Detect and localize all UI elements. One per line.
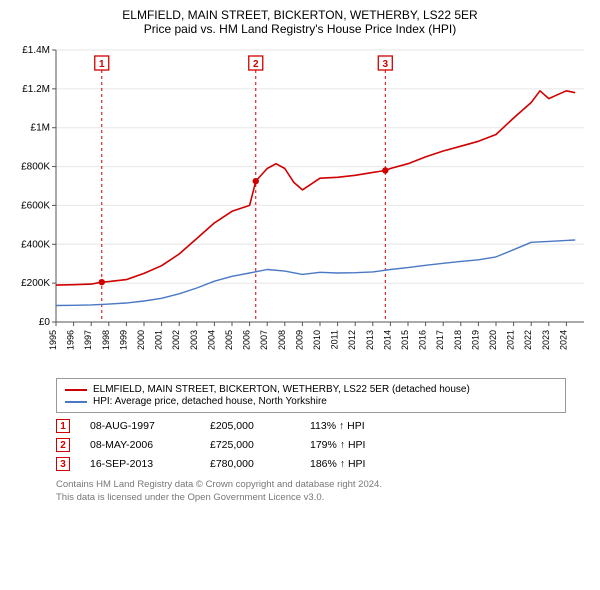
svg-text:2016: 2016 [418,330,428,350]
footnote-line2: This data is licensed under the Open Gov… [56,492,588,505]
svg-text:1999: 1999 [118,330,128,350]
svg-text:2017: 2017 [435,330,445,350]
svg-text:£1.4M: £1.4M [22,45,50,56]
svg-text:£400K: £400K [21,239,50,250]
sale-event-row: 2 08-MAY-2006 £725,000 179% ↑ HPI [56,438,588,452]
legend-label: HPI: Average price, detached house, Nort… [93,396,327,407]
svg-text:2019: 2019 [470,330,480,350]
svg-text:2006: 2006 [242,330,252,350]
svg-text:2011: 2011 [330,330,340,349]
legend-label: ELMFIELD, MAIN STREET, BICKERTON, WETHER… [93,384,470,395]
svg-text:2012: 2012 [347,330,357,350]
svg-text:£800K: £800K [21,162,50,173]
sale-date: 08-AUG-1997 [90,420,190,432]
svg-text:2009: 2009 [294,330,304,350]
svg-text:£0: £0 [39,317,51,328]
legend-item: HPI: Average price, detached house, Nort… [65,396,557,407]
svg-text:2010: 2010 [312,330,322,350]
svg-text:2024: 2024 [558,330,568,350]
svg-text:£600K: £600K [21,200,50,211]
sale-marker: 1 [56,419,70,433]
svg-text:1998: 1998 [101,330,111,350]
legend-swatch [65,401,87,403]
sale-marker: 3 [56,457,70,471]
svg-text:2003: 2003 [189,330,199,350]
svg-text:2013: 2013 [365,330,375,350]
svg-text:£1M: £1M [31,123,50,134]
svg-text:2015: 2015 [400,330,410,350]
svg-text:2007: 2007 [259,330,269,350]
sale-pct: 179% ↑ HPI [310,439,410,451]
sale-marker: 2 [56,438,70,452]
sale-events-list: 1 08-AUG-1997 £205,000 113% ↑ HPI 2 08-MAY-20… [56,419,588,471]
chart-title-line2: Price paid vs. HM Land Registry's House … [8,22,592,36]
svg-text:2004: 2004 [206,330,216,350]
svg-text:2023: 2023 [541,330,551,350]
svg-text:2005: 2005 [224,330,234,350]
svg-text:2008: 2008 [277,330,287,350]
svg-text:2022: 2022 [523,330,533,350]
sale-price: £205,000 [210,420,290,432]
svg-text:2020: 2020 [488,330,498,350]
sale-event-row: 3 16-SEP-2013 £780,000 186% ↑ HPI [56,457,588,471]
svg-text:2: 2 [253,59,259,70]
svg-text:£200K: £200K [21,278,50,289]
legend-swatch [65,389,87,391]
sale-event-row: 1 08-AUG-1997 £205,000 113% ↑ HPI [56,419,588,433]
svg-text:2000: 2000 [136,330,146,350]
footnote: Contains HM Land Registry data © Crown c… [56,479,588,505]
sale-date: 08-MAY-2006 [90,439,190,451]
svg-text:1: 1 [99,59,105,70]
svg-text:2001: 2001 [154,330,164,350]
chart-title-block: ELMFIELD, MAIN STREET, BICKERTON, WETHER… [8,8,592,36]
chart-title-line1: ELMFIELD, MAIN STREET, BICKERTON, WETHER… [8,8,592,22]
svg-text:3: 3 [383,59,389,70]
sale-price: £780,000 [210,458,290,470]
legend: ELMFIELD, MAIN STREET, BICKERTON, WETHER… [56,378,566,413]
svg-text:2021: 2021 [506,330,516,350]
footnote-line1: Contains HM Land Registry data © Crown c… [56,479,588,492]
svg-text:2018: 2018 [453,330,463,350]
chart-container: £0 £200K £400K £600K £800K £1M £1.2M £1.4M 1995 1… [8,42,592,372]
svg-text:1995: 1995 [48,330,58,350]
svg-text:1997: 1997 [83,330,93,350]
sale-date: 16-SEP-2013 [90,458,190,470]
price-chart: £0 £200K £400K £600K £800K £1M £1.2M £1.4M 1995 1… [8,42,592,372]
svg-text:2002: 2002 [171,330,181,350]
svg-text:2014: 2014 [382,330,392,350]
svg-text:1996: 1996 [66,330,76,350]
legend-item: ELMFIELD, MAIN STREET, BICKERTON, WETHER… [65,384,557,395]
sale-price: £725,000 [210,439,290,451]
sale-pct: 186% ↑ HPI [310,458,410,470]
sale-pct: 113% ↑ HPI [310,420,410,432]
svg-text:£1.2M: £1.2M [22,84,50,95]
